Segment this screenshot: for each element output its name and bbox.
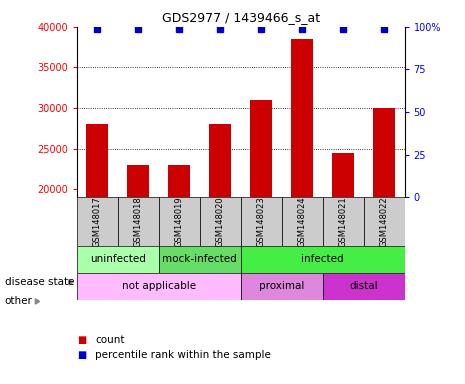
Text: uninfected: uninfected xyxy=(90,254,146,264)
Bar xyxy=(323,273,405,300)
Bar xyxy=(118,197,159,246)
Bar xyxy=(282,197,323,246)
Bar xyxy=(127,165,149,351)
Text: GSM148023: GSM148023 xyxy=(257,196,266,247)
Text: GSM148020: GSM148020 xyxy=(216,196,225,247)
Bar xyxy=(159,246,241,273)
Text: infected: infected xyxy=(301,254,344,264)
Bar xyxy=(77,273,241,300)
Text: ■: ■ xyxy=(77,350,86,360)
Text: disease state: disease state xyxy=(5,277,74,287)
Text: GSM148019: GSM148019 xyxy=(175,196,184,247)
Text: GSM148022: GSM148022 xyxy=(379,196,389,247)
Bar xyxy=(168,165,191,351)
Text: not applicable: not applicable xyxy=(122,281,196,291)
Bar xyxy=(364,197,405,246)
Bar xyxy=(241,273,323,300)
Text: GSM148018: GSM148018 xyxy=(134,196,143,247)
Bar xyxy=(159,197,199,246)
Bar xyxy=(77,246,159,273)
Bar xyxy=(77,197,118,246)
Bar xyxy=(199,197,241,246)
Bar xyxy=(323,197,364,246)
Bar xyxy=(250,100,272,351)
Text: proximal: proximal xyxy=(259,281,304,291)
Bar xyxy=(373,108,395,351)
Text: distal: distal xyxy=(349,281,378,291)
Text: GSM148017: GSM148017 xyxy=(93,196,102,247)
Bar xyxy=(209,124,232,351)
Bar xyxy=(291,39,313,351)
Title: GDS2977 / 1439466_s_at: GDS2977 / 1439466_s_at xyxy=(161,11,320,24)
Bar xyxy=(241,246,405,273)
Text: mock-infected: mock-infected xyxy=(162,254,237,264)
Text: GSM148024: GSM148024 xyxy=(298,196,306,247)
Text: percentile rank within the sample: percentile rank within the sample xyxy=(95,350,271,360)
Text: GSM148021: GSM148021 xyxy=(339,196,347,247)
Bar xyxy=(241,197,282,246)
Bar xyxy=(86,124,108,351)
Text: other: other xyxy=(5,296,33,306)
Bar xyxy=(332,153,354,351)
Text: ■: ■ xyxy=(77,335,86,345)
Text: count: count xyxy=(95,335,125,345)
